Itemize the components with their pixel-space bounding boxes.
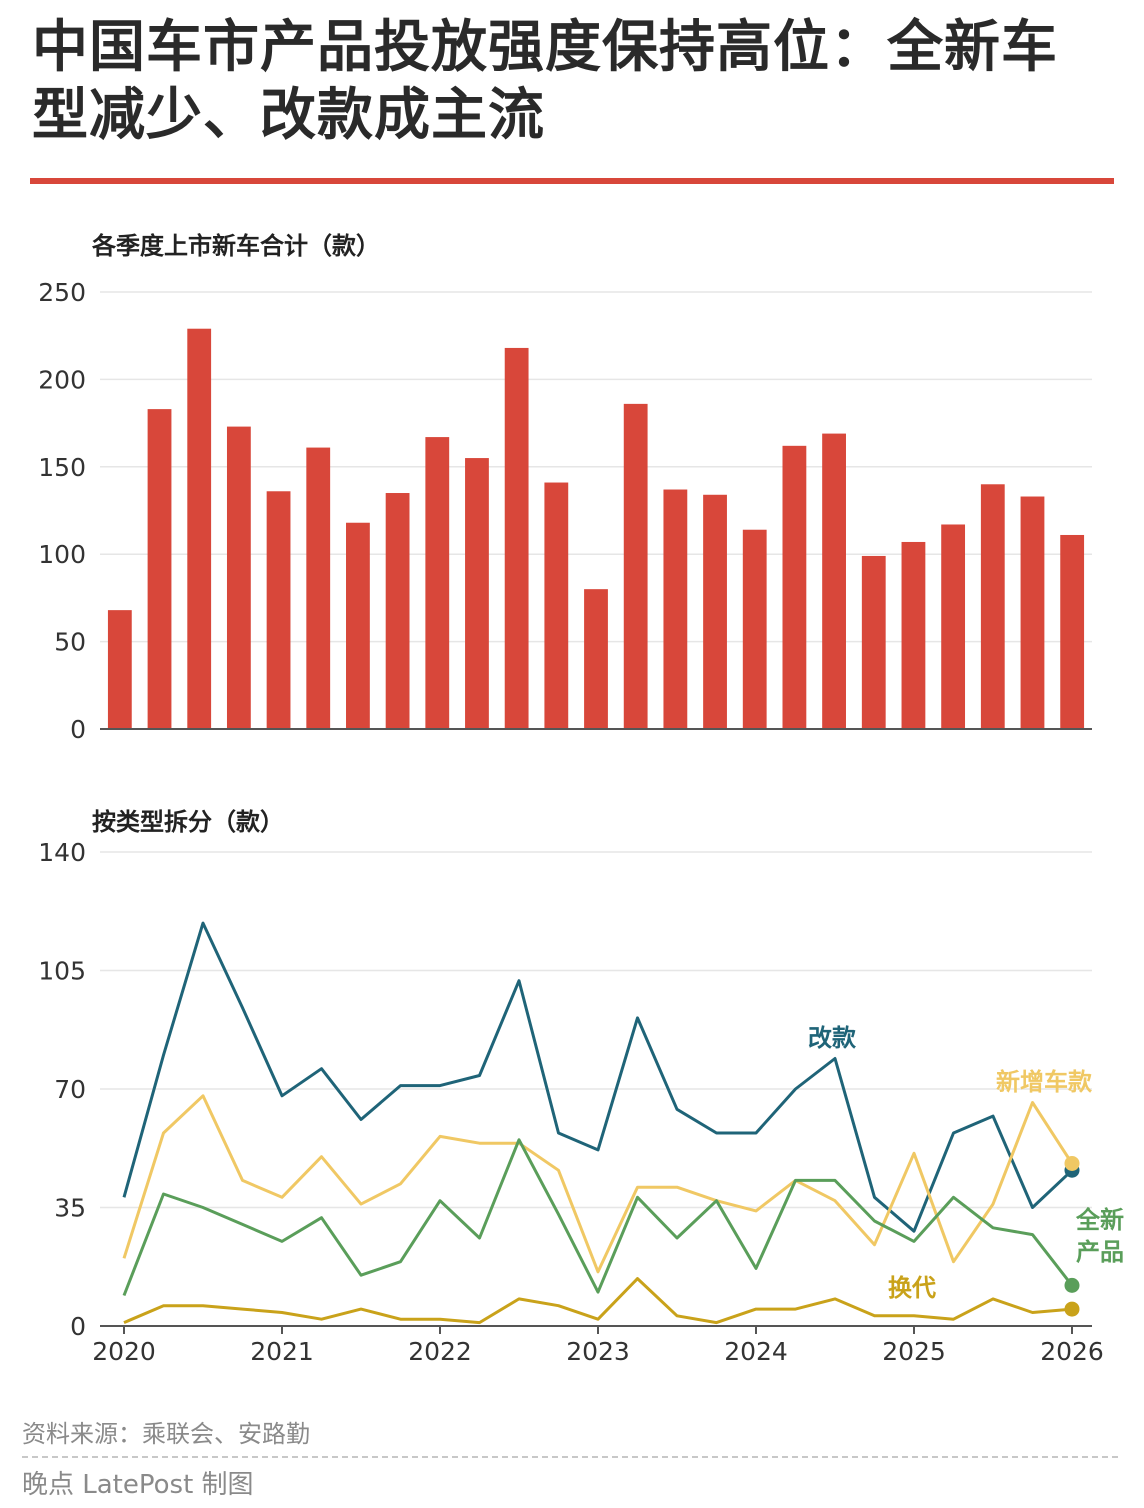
bar (504, 347, 529, 729)
bar (306, 447, 331, 729)
bar (584, 589, 608, 729)
bar (742, 529, 767, 729)
line-chart-title: 按类型拆分（款） (92, 808, 284, 836)
title-rule (30, 178, 1114, 184)
bar (147, 409, 172, 729)
x-tick-label: 2021 (250, 1337, 314, 1366)
bar (187, 328, 212, 729)
line-y-tick-label: 140 (38, 838, 86, 867)
source-note: 资料来源：乘联会、安路勤 (22, 1420, 310, 1448)
series-label: 换代 (888, 1274, 936, 1302)
series-label: 新增车款 (996, 1068, 1093, 1096)
bar (465, 458, 489, 729)
bar (385, 493, 410, 729)
bar-y-tick-label: 150 (38, 453, 86, 482)
x-tick-label: 2020 (92, 1337, 156, 1366)
series-end-dot (1064, 1155, 1080, 1171)
line-chart: 0 35 70 105 140 2020 2021 2022 2023 2024 2025 2026 改… (38, 838, 1124, 1366)
bar-y-tick-label: 100 (38, 540, 86, 569)
bar-chart: 0 50 100 150 200 250 (38, 278, 1092, 744)
x-tick-label: 2024 (724, 1337, 788, 1366)
series-line (122, 921, 1074, 1233)
bar (623, 403, 648, 729)
bar (663, 489, 688, 729)
x-tick-label: 2026 (1040, 1337, 1104, 1366)
x-tick-label: 2025 (882, 1337, 946, 1366)
series-label: 全新 (1075, 1206, 1124, 1234)
x-tick-label: 2023 (566, 1337, 630, 1366)
bar (107, 610, 132, 729)
bar-y-tick-label: 250 (38, 278, 86, 307)
bar (1020, 496, 1045, 729)
bar (544, 482, 569, 729)
bar (226, 426, 251, 729)
bar-chart-title: 各季度上市新车合计（款） (92, 232, 380, 260)
bar (861, 555, 886, 729)
bar (941, 524, 966, 729)
bar-y-tick-label: 200 (38, 365, 86, 394)
series-end-dot (1064, 1301, 1080, 1317)
series-line (122, 1094, 1074, 1274)
credit-note: 晚点 LatePost 制图 (22, 1470, 254, 1500)
line-y-tick-label: 70 (54, 1075, 86, 1104)
line-y-tick-label: 105 (38, 957, 86, 986)
bar (266, 491, 291, 729)
bar (703, 494, 727, 729)
bar (1060, 534, 1085, 729)
bar (980, 484, 1005, 729)
line-y-tick-label: 35 (54, 1194, 86, 1223)
bar-y-tick-label: 50 (54, 628, 86, 657)
series-label: 改款 (808, 1024, 857, 1052)
series-label: 产品 (1076, 1238, 1124, 1266)
bar (346, 522, 370, 729)
series-line (122, 1138, 1074, 1297)
bar (901, 541, 926, 729)
page-title: 中国车市产品投放强度保持高位：全新车型减少、改款成主流 (32, 15, 1058, 148)
line-y-tick-label: 0 (70, 1312, 86, 1341)
bar (822, 433, 846, 729)
series-line (123, 1277, 1073, 1325)
bar (782, 445, 807, 729)
bar-y-tick-label: 0 (70, 715, 86, 744)
bar (425, 437, 450, 729)
x-tick-label: 2022 (408, 1337, 472, 1366)
footer-divider (22, 1456, 1118, 1458)
series-end-dot (1064, 1277, 1080, 1293)
